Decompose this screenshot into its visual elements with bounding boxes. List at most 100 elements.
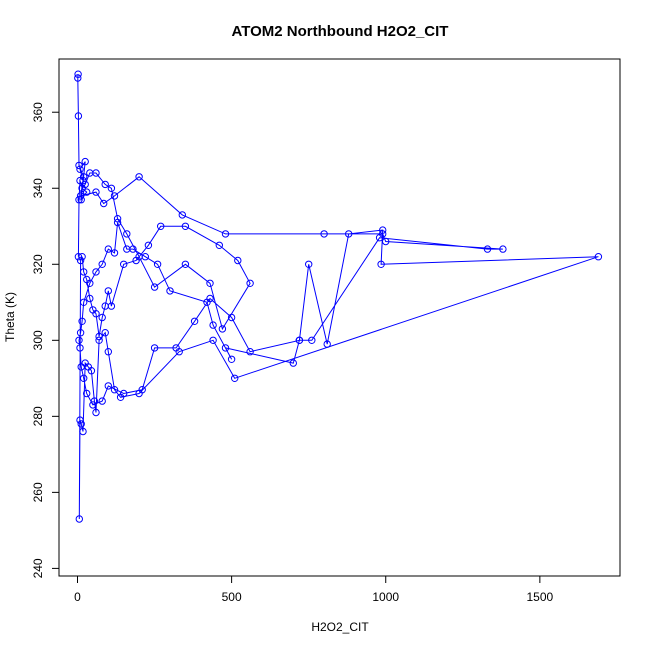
data-point	[104, 287, 113, 295]
data-point	[246, 279, 254, 287]
data-point	[209, 336, 217, 344]
x-axis-label: H2O2_CIT	[311, 620, 369, 634]
chart-title: ATOM2 Northbound H2O2_CIT	[232, 23, 449, 40]
data-point	[98, 260, 106, 268]
data-point	[375, 234, 384, 242]
data-point	[320, 230, 328, 238]
data-point	[206, 294, 214, 303]
data-point	[153, 260, 162, 268]
data-point	[80, 374, 88, 382]
data-point	[79, 427, 87, 436]
x-tick-label: 1000	[372, 590, 399, 604]
data-point	[209, 321, 217, 329]
data-point	[308, 336, 316, 344]
y-tick-label: 280	[31, 406, 45, 426]
y-tick-label: 260	[31, 482, 45, 502]
data-point	[110, 386, 119, 394]
data-point	[81, 157, 89, 166]
data-point	[86, 169, 94, 177]
data-point	[144, 241, 153, 250]
data-point	[83, 188, 91, 196]
data-point	[83, 389, 91, 398]
data-point	[181, 222, 190, 231]
data-point	[77, 196, 85, 204]
data-point	[92, 188, 100, 196]
data-point	[92, 268, 100, 276]
y-tick-label: 240	[31, 558, 45, 578]
data-point	[135, 173, 143, 181]
data-point	[234, 256, 242, 265]
y-axis-label: Theta (K)	[3, 292, 17, 342]
data-point	[107, 302, 116, 310]
y-axis: 240 260 280 300 320 340 360	[31, 102, 60, 578]
data-point	[499, 245, 507, 253]
data-point	[113, 218, 122, 227]
data-point	[190, 317, 199, 325]
series-line	[77, 74, 599, 520]
data-point	[74, 74, 82, 82]
data-point	[181, 260, 190, 268]
data-point	[76, 165, 84, 173]
y-tick-label: 360	[31, 102, 45, 122]
data-point	[104, 382, 113, 390]
data-point	[78, 317, 86, 325]
x-tick-label: 0	[74, 590, 81, 604]
data-point	[76, 329, 85, 337]
data-point	[78, 253, 86, 261]
data-point	[101, 329, 109, 337]
data-point	[74, 70, 82, 78]
data-point	[379, 226, 387, 234]
data-point	[135, 389, 143, 398]
data-point	[104, 348, 113, 356]
data-point	[92, 310, 100, 318]
data-point	[178, 211, 187, 219]
x-tick-label: 500	[222, 590, 242, 604]
data-point	[120, 260, 128, 268]
data-point	[80, 298, 88, 306]
data-point	[100, 199, 108, 208]
data-point	[92, 408, 100, 417]
data-point	[75, 336, 83, 344]
data-point	[110, 192, 119, 200]
data-point	[78, 184, 86, 193]
x-tick-label: 1500	[527, 590, 554, 604]
data-point	[75, 161, 83, 170]
data-point	[175, 348, 183, 356]
data-point	[77, 420, 85, 428]
data-point	[83, 275, 91, 284]
x-axis: 0 500 1000 1500	[74, 575, 554, 604]
data-point	[76, 192, 85, 200]
data-point	[95, 332, 103, 341]
y-tick-label: 340	[31, 178, 45, 198]
data-point	[107, 184, 116, 193]
data-point	[135, 253, 143, 261]
data-point	[77, 363, 85, 371]
data-point	[76, 176, 84, 185]
data-point	[323, 340, 331, 348]
plot-frame	[58, 58, 621, 577]
data-point	[221, 230, 230, 238]
data-point	[81, 359, 89, 367]
data-point	[150, 283, 159, 291]
data-point	[75, 196, 83, 204]
data-point	[231, 374, 239, 382]
data-point	[157, 222, 165, 231]
data-point	[76, 256, 85, 265]
data-point	[594, 253, 603, 261]
data-point	[246, 348, 254, 356]
data-point	[382, 237, 390, 246]
data-point	[80, 268, 88, 276]
data-point	[377, 260, 385, 268]
data-point	[74, 112, 83, 120]
data-point	[227, 313, 236, 322]
data-point	[227, 355, 236, 363]
data-point	[206, 279, 214, 287]
data-point	[166, 287, 174, 295]
data-point	[76, 344, 84, 352]
data-point	[150, 344, 159, 352]
data-point	[74, 253, 83, 261]
data-point	[113, 215, 122, 223]
data-point	[110, 249, 119, 257]
data-point	[75, 515, 84, 523]
